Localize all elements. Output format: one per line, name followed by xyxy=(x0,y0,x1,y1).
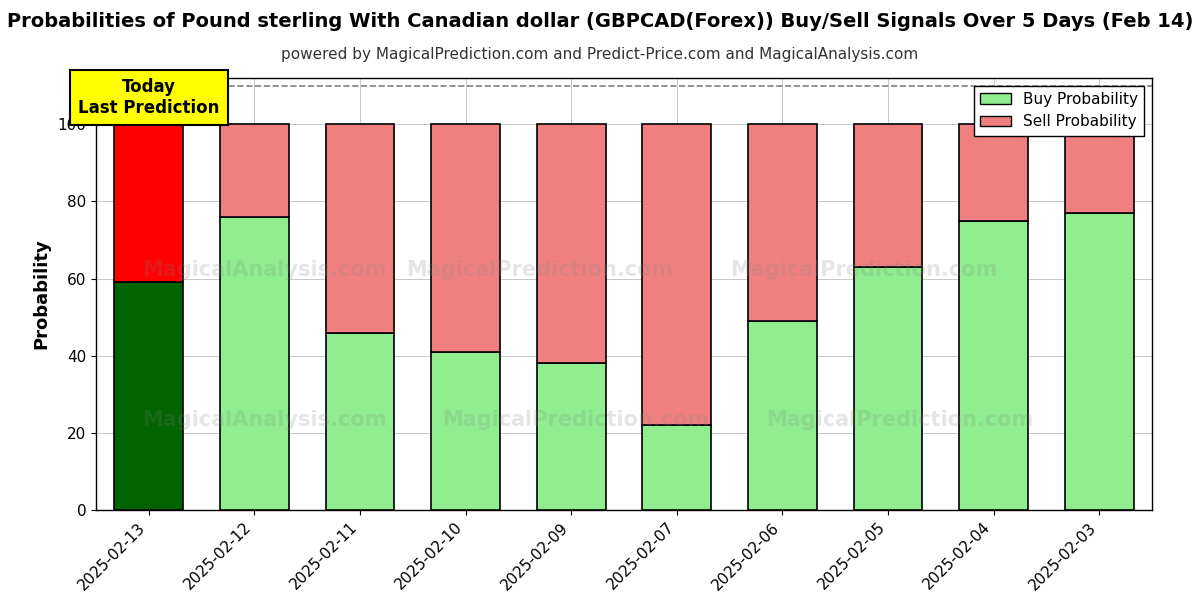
Bar xyxy=(1064,124,1134,213)
Text: MagicalPrediction.com: MagicalPrediction.com xyxy=(767,410,1033,430)
Bar xyxy=(642,124,712,425)
Text: Probabilities of Pound sterling With Canadian dollar (GBPCAD(Forex)) Buy/Sell Si: Probabilities of Pound sterling With Can… xyxy=(7,12,1193,31)
Text: MagicalPrediction.com: MagicalPrediction.com xyxy=(407,260,673,280)
Bar xyxy=(853,267,923,510)
Bar xyxy=(1064,213,1134,510)
Legend: Buy Probability, Sell Probability: Buy Probability, Sell Probability xyxy=(974,86,1145,136)
Bar xyxy=(325,332,395,510)
Bar xyxy=(325,124,395,332)
Bar xyxy=(959,221,1028,510)
Bar xyxy=(114,283,184,510)
Bar xyxy=(748,321,817,510)
Text: MagicalPrediction.com: MagicalPrediction.com xyxy=(443,410,709,430)
Bar xyxy=(220,124,289,217)
Text: MagicalAnalysis.com: MagicalAnalysis.com xyxy=(142,260,386,280)
Y-axis label: Probability: Probability xyxy=(32,239,50,349)
Text: MagicalPrediction.com: MagicalPrediction.com xyxy=(731,260,997,280)
Bar xyxy=(220,217,289,510)
Bar xyxy=(536,364,606,510)
Text: powered by MagicalPrediction.com and Predict-Price.com and MagicalAnalysis.com: powered by MagicalPrediction.com and Pre… xyxy=(281,46,919,61)
Bar xyxy=(959,124,1028,221)
Bar xyxy=(642,425,712,510)
Bar xyxy=(114,124,184,283)
Bar xyxy=(536,124,606,364)
Bar xyxy=(853,124,923,267)
Bar xyxy=(431,352,500,510)
Text: MagicalAnalysis.com: MagicalAnalysis.com xyxy=(142,410,386,430)
Bar xyxy=(748,124,817,321)
Text: Today
Last Prediction: Today Last Prediction xyxy=(78,78,220,116)
Bar xyxy=(431,124,500,352)
